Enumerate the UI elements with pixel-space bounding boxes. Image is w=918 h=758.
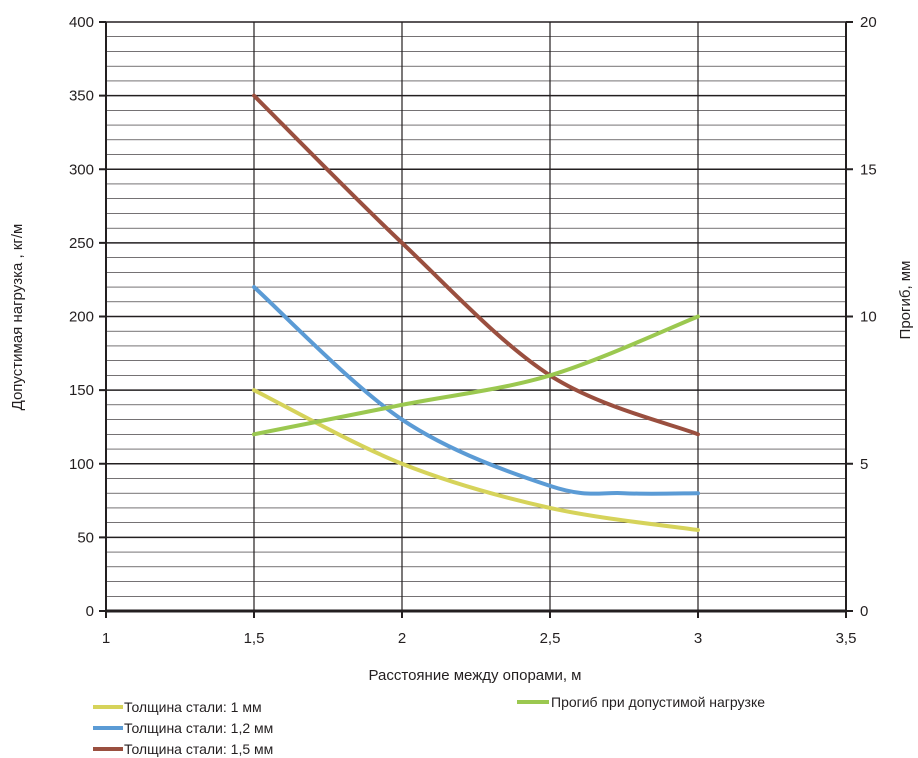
y2-tick-label: 15 <box>860 161 877 178</box>
series-lines <box>252 93 700 533</box>
y2-axis-title: Прогиб, мм <box>897 261 914 340</box>
y-tick-label: 150 <box>69 382 94 399</box>
tick-labels: 0 50 100 150 200 250 300 350 400 0 5 10 15 20 1 1,5 2 2,5… <box>69 14 877 647</box>
y2-tick-label: 20 <box>860 14 877 31</box>
legend: Толщина стали: 1 мм Толщина стали: 1,2 м… <box>93 694 765 757</box>
y2-tick-label: 10 <box>860 309 877 326</box>
series-line-steel-1-2mm <box>252 285 700 496</box>
y-tick-label: 200 <box>69 309 94 326</box>
y-tick-label: 0 <box>86 603 94 620</box>
y-tick-label: 350 <box>69 88 94 105</box>
x-tick-label: 3 <box>694 630 702 647</box>
x-tick-label: 2 <box>398 630 406 647</box>
y-tick-label: 400 <box>69 14 94 31</box>
x-tick-label: 3,5 <box>836 630 857 647</box>
series-line-steel-1mm <box>252 388 700 533</box>
y-tick-label: 50 <box>77 529 94 546</box>
x-tick-label: 1,5 <box>244 630 265 647</box>
legend-label-deflection: Прогиб при допустимой нагрузке <box>551 694 765 710</box>
x-axis-title: Расстояние между опорами, м <box>369 667 582 684</box>
x-tick-label: 1 <box>102 630 110 647</box>
grid <box>106 21 846 611</box>
y2-tick-label: 5 <box>860 456 868 473</box>
y-tick-label: 100 <box>69 456 94 473</box>
series-line-steel-1-5mm <box>252 93 700 437</box>
series-line-deflection <box>252 314 700 437</box>
y-axis-title: Допустимая нагрузка , кг/м <box>9 224 26 411</box>
axes <box>99 21 853 618</box>
y-tick-label: 300 <box>69 161 94 178</box>
legend-label-steel-1-2mm: Толщина стали: 1,2 мм <box>124 720 273 736</box>
y-tick-label: 250 <box>69 235 94 252</box>
y2-tick-label: 0 <box>860 603 868 620</box>
legend-label-steel-1-5mm: Толщина стали: 1,5 мм <box>124 741 273 757</box>
x-tick-label: 2,5 <box>540 630 561 647</box>
legend-label-steel-1mm: Толщина стали: 1 мм <box>124 699 262 715</box>
